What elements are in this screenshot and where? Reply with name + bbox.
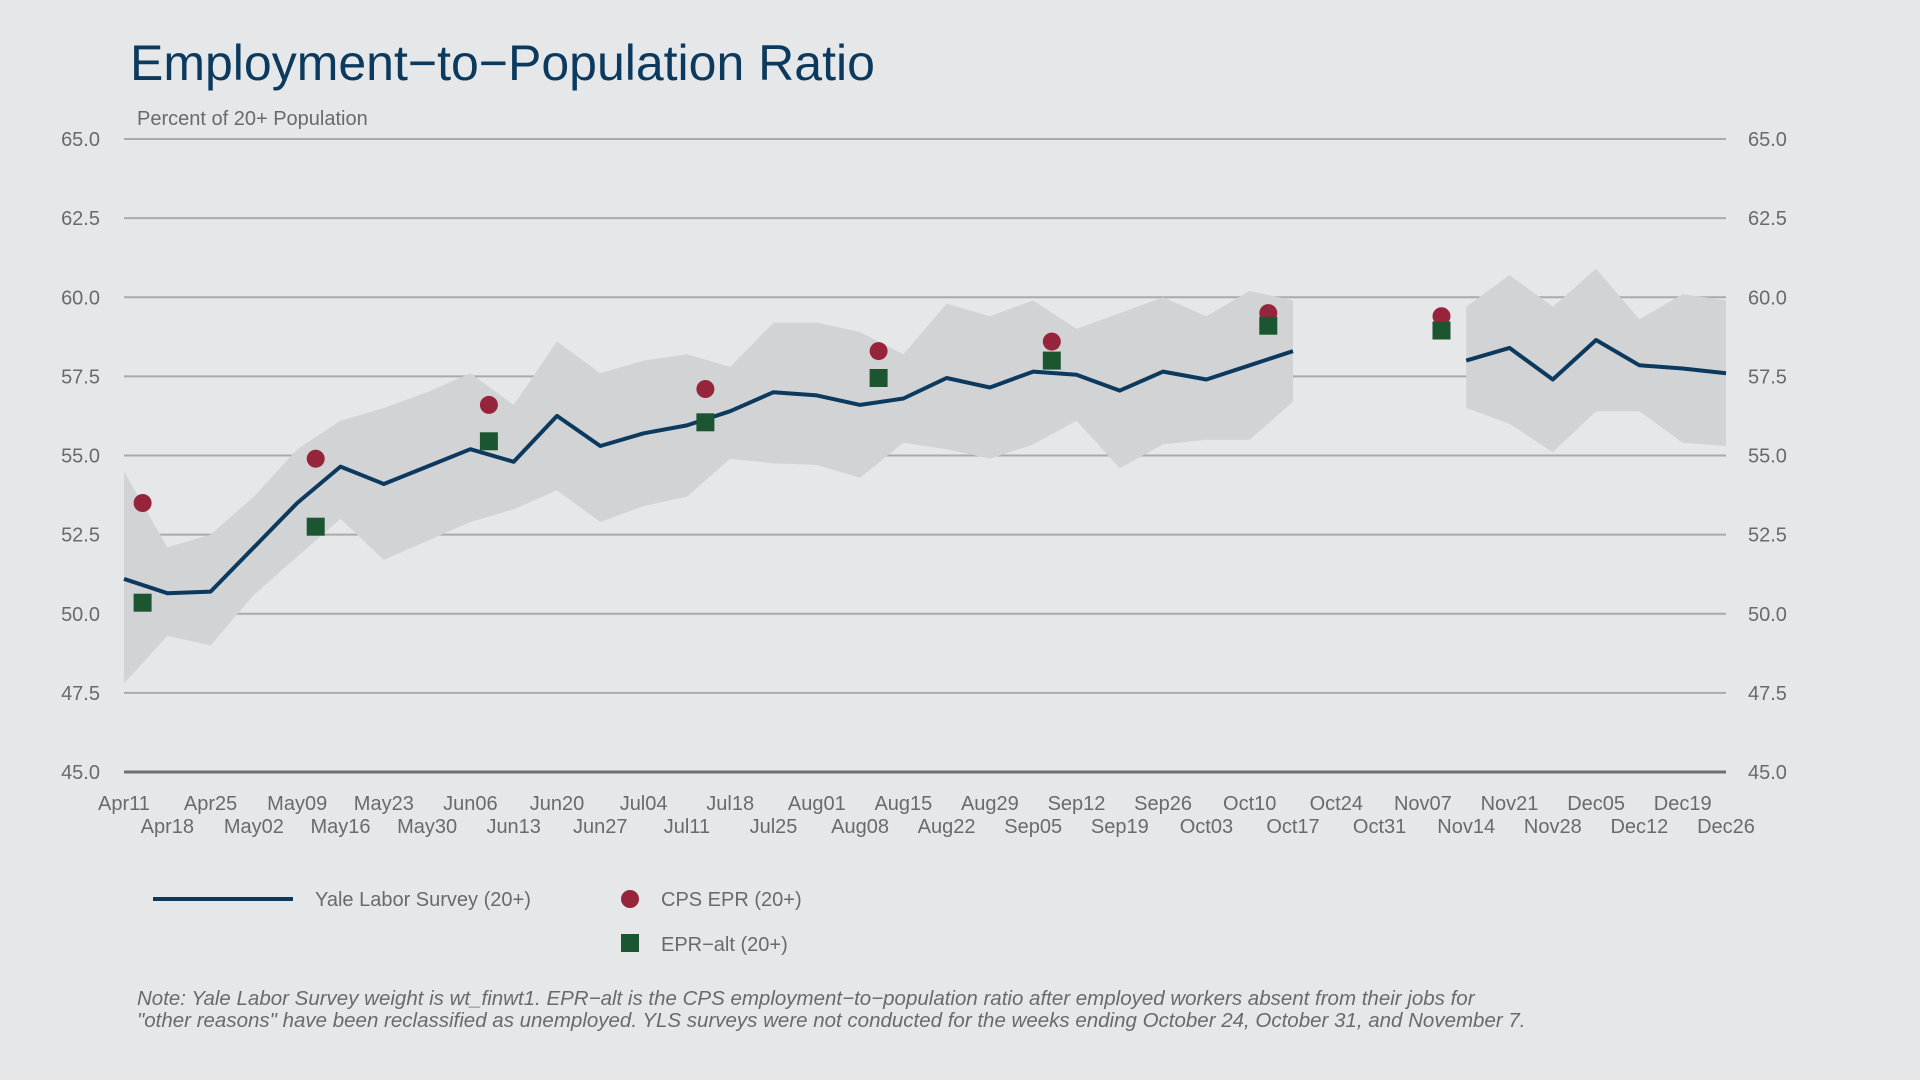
x-tick-label: Jun06 — [443, 793, 498, 815]
x-tick-label: Sep05 — [1004, 816, 1062, 838]
y-tick-label-right: 57.5 — [1748, 366, 1787, 388]
x-tick-label: Jun20 — [530, 793, 585, 815]
x-tick-label: Aug08 — [831, 816, 889, 838]
x-tick-label: Dec12 — [1610, 816, 1668, 838]
epr-alt-point — [133, 593, 152, 612]
x-tick-label: Dec05 — [1567, 793, 1625, 815]
footnote: Note: Yale Labor Survey weight is wt_fin… — [137, 988, 1837, 1032]
cps-epr-point — [306, 449, 325, 468]
cps-epr-point — [1432, 307, 1451, 326]
y-tick-label-left: 65.0 — [61, 129, 100, 151]
epr-alt-point — [1432, 321, 1451, 340]
epr-alt-point — [696, 413, 715, 432]
x-tick-label: Aug15 — [874, 793, 932, 815]
yls-series-line — [1465, 338, 1727, 382]
y-tick-label-left: 52.5 — [61, 525, 100, 547]
y-tick-label-left: 45.0 — [61, 762, 100, 784]
y-tick-label-left: 47.5 — [61, 683, 100, 705]
y-tick-label-left: 60.0 — [61, 287, 100, 309]
x-tick-label: Jul11 — [664, 816, 710, 838]
legend-label-epr-alt: EPR−alt (20+) — [661, 934, 788, 956]
confidence-band — [124, 290, 1293, 684]
cps-epr-point — [869, 342, 888, 361]
x-tick-labels: Apr11 Apr25 May09 May23 Jun06 Jun20 Jul04 Jul18… — [98, 793, 1755, 838]
chart-title: Employment−to−Population Ratio — [130, 35, 875, 91]
y-tick-label-right: 55.0 — [1748, 446, 1787, 468]
x-tick-label: Jun13 — [486, 816, 541, 838]
x-tick-label: Oct10 — [1223, 793, 1276, 815]
x-tick-label: Nov14 — [1437, 816, 1495, 838]
x-tick-label: Oct17 — [1266, 816, 1319, 838]
epr-alt-point — [306, 517, 325, 536]
epr-alt-point — [1259, 316, 1278, 335]
y-tick-label-right: 47.5 — [1748, 683, 1787, 705]
footnote-line-2: "other reasons" have been reclassified a… — [137, 1009, 1526, 1032]
y-tick-label-right: 45.0 — [1748, 762, 1787, 784]
x-tick-label: Jul18 — [706, 793, 754, 815]
x-tick-label: Aug01 — [788, 793, 846, 815]
x-tick-label: May02 — [224, 816, 284, 838]
x-tick-label: Oct03 — [1180, 816, 1233, 838]
x-tick-label: Oct24 — [1310, 793, 1363, 815]
legend: Yale Labor Survey (20+) CPS EPR (20+) EPR−… — [153, 889, 802, 956]
x-tick-label: Jul25 — [750, 816, 798, 838]
y-tick-labels: 45.0 45.0 47.5 47.5 50.0 50.0 52.5 52.5 55.0 55.0… — [61, 129, 1787, 784]
x-tick-label: May16 — [310, 816, 370, 838]
x-tick-label: May09 — [267, 793, 327, 815]
legend-swatch-cps — [621, 890, 639, 908]
footnote-line-1: Note: Yale Labor Survey weight is wt_fin… — [137, 987, 1475, 1010]
x-tick-label: Jun27 — [573, 816, 628, 838]
y-tick-label-right: 65.0 — [1748, 129, 1787, 151]
y-tick-label-left: 57.5 — [61, 366, 100, 388]
y-tick-label-left: 50.0 — [61, 604, 100, 626]
y-tick-label-right: 60.0 — [1748, 287, 1787, 309]
x-tick-label: Nov07 — [1394, 793, 1452, 815]
x-tick-label: Aug22 — [918, 816, 976, 838]
confidence-band-layer — [124, 268, 1726, 684]
x-tick-label: Sep12 — [1048, 793, 1106, 815]
x-tick-label: Sep26 — [1134, 793, 1192, 815]
legend-swatch-epr-alt — [621, 934, 639, 952]
y-tick-label-right: 52.5 — [1748, 525, 1787, 547]
x-tick-label: May23 — [354, 793, 414, 815]
x-tick-label: Oct31 — [1353, 816, 1406, 838]
x-tick-label: May30 — [397, 816, 457, 838]
cps-epr-point — [133, 494, 152, 512]
y-tick-label-right: 62.5 — [1748, 208, 1787, 230]
x-tick-label: Aug29 — [961, 793, 1019, 815]
confidence-band — [1466, 268, 1726, 453]
x-tick-label: Dec19 — [1654, 793, 1712, 815]
legend-label-cps: CPS EPR (20+) — [661, 889, 802, 911]
epr-alt-point — [479, 432, 498, 451]
epr-alt-point — [869, 369, 888, 387]
epr-alt-point — [1042, 351, 1061, 370]
y-tick-label-right: 50.0 — [1748, 604, 1787, 626]
chart-subtitle: Percent of 20+ Population — [137, 108, 368, 130]
x-tick-label: Apr11 — [98, 793, 150, 815]
x-tick-label: Apr25 — [184, 793, 237, 815]
cps-epr-point — [696, 380, 715, 398]
x-tick-label: Jul04 — [620, 793, 668, 815]
y-tick-label-left: 62.5 — [61, 208, 100, 230]
x-tick-label: Sep19 — [1091, 816, 1149, 838]
x-tick-label: Apr18 — [141, 816, 194, 838]
x-tick-label: Nov28 — [1524, 816, 1582, 838]
cps-epr-point — [1042, 332, 1061, 351]
point-layer — [133, 304, 1451, 612]
x-tick-label: Dec26 — [1697, 816, 1755, 838]
cps-epr-point — [479, 395, 498, 414]
y-tick-label-left: 55.0 — [61, 446, 100, 468]
x-tick-label: Nov21 — [1481, 793, 1539, 815]
legend-label-yls: Yale Labor Survey (20+) — [315, 889, 531, 911]
